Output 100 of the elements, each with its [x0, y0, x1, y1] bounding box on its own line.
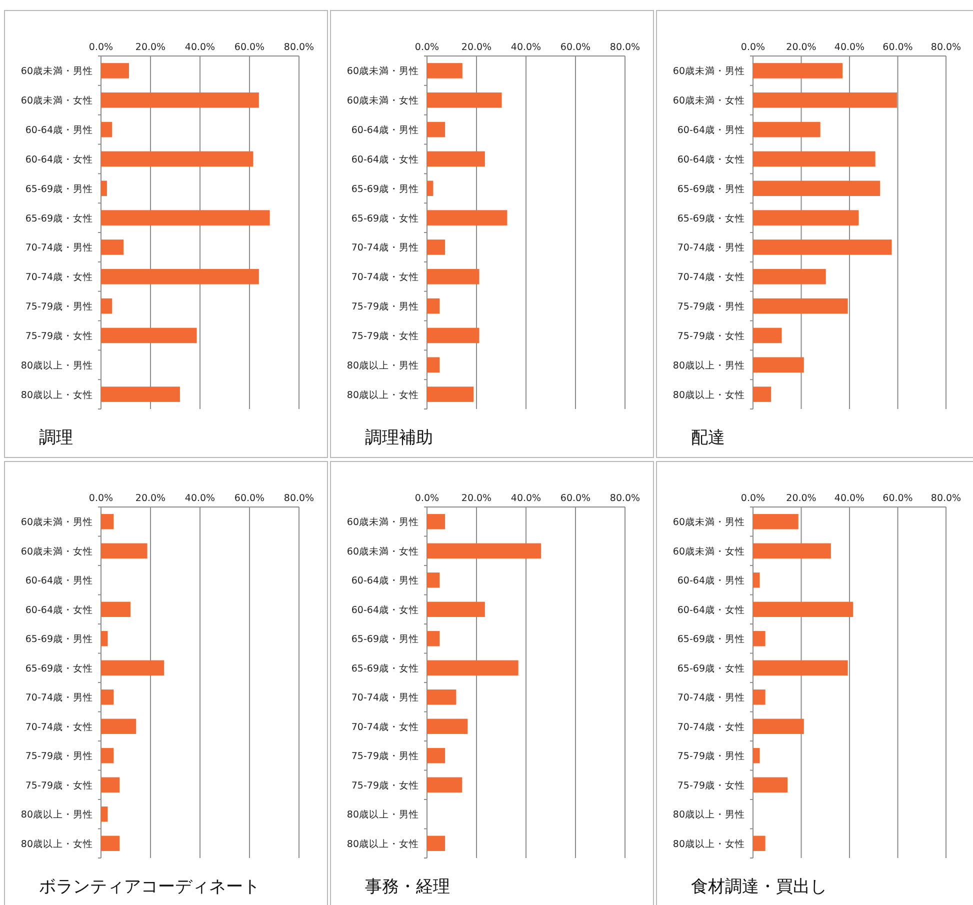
bar	[101, 543, 148, 558]
bar	[101, 718, 136, 734]
x-tick-label: 0.0%	[88, 42, 114, 53]
y-tick-label: 60歳未満・女性	[346, 545, 419, 558]
y-tick-label: 65-69歳・男性	[677, 633, 745, 646]
bar	[101, 328, 197, 344]
y-tick-label: 80歳以上・女性	[346, 388, 419, 401]
y-tick-label: 75-79歳・男性	[351, 750, 419, 762]
y-tick-label: 65-69歳・男性	[25, 182, 93, 195]
y-tick-label: 70-74歳・男性	[677, 692, 745, 704]
y-tick-label: 70-74歳・女性	[351, 271, 419, 284]
bar	[753, 122, 820, 138]
y-tick-label: 60-64歳・男性	[351, 124, 419, 136]
y-tick-label: 80歳以上・女性	[672, 838, 745, 850]
bar	[753, 572, 760, 588]
bar	[101, 660, 164, 676]
bar	[753, 777, 788, 792]
bar	[101, 748, 114, 764]
y-tick-label: 80歳以上・男性	[346, 359, 419, 372]
x-tick-label: 40.0%	[834, 493, 865, 504]
y-tick-label: 60歳未満・女性	[672, 545, 745, 558]
bar	[427, 514, 446, 530]
bar	[427, 660, 518, 676]
y-tick-label: 60歳未満・女性	[20, 545, 93, 558]
y-tick-label: 60歳未満・男性	[672, 65, 745, 78]
bar	[753, 240, 892, 255]
bar	[427, 602, 485, 617]
x-tick-label: 20.0%	[135, 493, 166, 504]
text: 食材調達・買出し	[691, 877, 827, 897]
bar	[101, 268, 259, 284]
x-tick-label: 20.0%	[461, 42, 492, 53]
y-tick-label: 60-64歳・男性	[677, 124, 745, 136]
bar	[753, 357, 804, 373]
bar	[427, 180, 434, 196]
x-tick-label: 0.0%	[740, 493, 766, 504]
bar	[427, 268, 480, 284]
y-tick-label: 60-64歳・女性	[25, 604, 93, 616]
bar	[753, 631, 766, 646]
y-tick-label: 65-69歳・女性	[25, 212, 93, 224]
x-tick-label: 80.0%	[610, 493, 640, 504]
x-tick-label: 40.0%	[184, 42, 216, 53]
y-tick-label: 65-69歳・男性	[351, 182, 419, 195]
y-tick-label: 75-79歳・男性	[351, 300, 419, 313]
y-tick-label: 60歳未満・男性	[346, 65, 419, 78]
x-tick-label: 60.0%	[882, 42, 913, 53]
bar	[101, 514, 114, 530]
y-tick-label: 65-69歳・女性	[351, 212, 419, 224]
x-tick-label: 0.0%	[740, 42, 766, 53]
text: ボランティアコーディネート	[39, 877, 260, 897]
y-tick-label: 80歳以上・男性	[20, 359, 93, 372]
bar	[753, 543, 831, 558]
bar	[753, 268, 826, 284]
x-tick-label: 80.0%	[284, 42, 314, 53]
bar	[753, 151, 876, 167]
bar	[753, 328, 782, 344]
x-tick-label: 40.0%	[184, 493, 216, 504]
bar	[427, 836, 446, 851]
y-tick-label: 70-74歳・男性	[25, 242, 93, 254]
x-tick-label: 60.0%	[234, 493, 265, 504]
y-tick-label: 60-64歳・男性	[25, 124, 93, 136]
y-tick-label: 60-64歳・男性	[25, 574, 93, 587]
x-tick-label: 20.0%	[135, 42, 166, 53]
y-tick-label: 80歳以上・女性	[20, 838, 93, 850]
bar	[427, 151, 485, 167]
y-tick-label: 60歳未満・女性	[346, 94, 419, 107]
bar	[753, 210, 859, 226]
x-tick-label: 80.0%	[284, 493, 314, 504]
y-tick-label: 60歳未満・男性	[20, 65, 93, 78]
y-tick-label: 65-69歳・女性	[25, 662, 93, 674]
bar	[101, 240, 124, 255]
x-tick-label: 40.0%	[834, 42, 865, 53]
y-tick-label: 70-74歳・男性	[351, 692, 419, 704]
y-tick-label: 70-74歳・女性	[351, 720, 419, 733]
bar	[753, 718, 804, 734]
bar	[427, 718, 468, 734]
bar	[101, 806, 108, 822]
bar	[427, 543, 542, 558]
text: 事務・経理	[365, 877, 450, 897]
y-tick-label: 65-69歳・男性	[25, 633, 93, 646]
y-tick-label: 60-64歳・女性	[351, 604, 419, 616]
bar	[101, 690, 114, 705]
text: 配達	[691, 428, 725, 448]
bar	[427, 690, 456, 705]
y-tick-label: 60-64歳・男性	[351, 574, 419, 587]
y-tick-label: 75-79歳・女性	[351, 779, 419, 792]
bar	[753, 690, 766, 705]
bar	[427, 572, 440, 588]
bar	[101, 122, 112, 138]
y-tick-label: 75-79歳・女性	[677, 779, 745, 792]
y-tick-label: 60歳未満・男性	[346, 516, 419, 528]
bar	[753, 386, 772, 402]
y-tick-label: 60-64歳・女性	[351, 153, 419, 166]
bar	[427, 748, 446, 764]
y-tick-label: 70-74歳・男性	[677, 242, 745, 254]
bar	[753, 298, 848, 314]
bar	[753, 180, 880, 196]
bar	[101, 63, 129, 78]
y-tick-label: 65-69歳・女性	[677, 212, 745, 224]
x-tick-label: 80.0%	[930, 493, 962, 504]
y-tick-label: 60歳未満・女性	[20, 94, 93, 107]
